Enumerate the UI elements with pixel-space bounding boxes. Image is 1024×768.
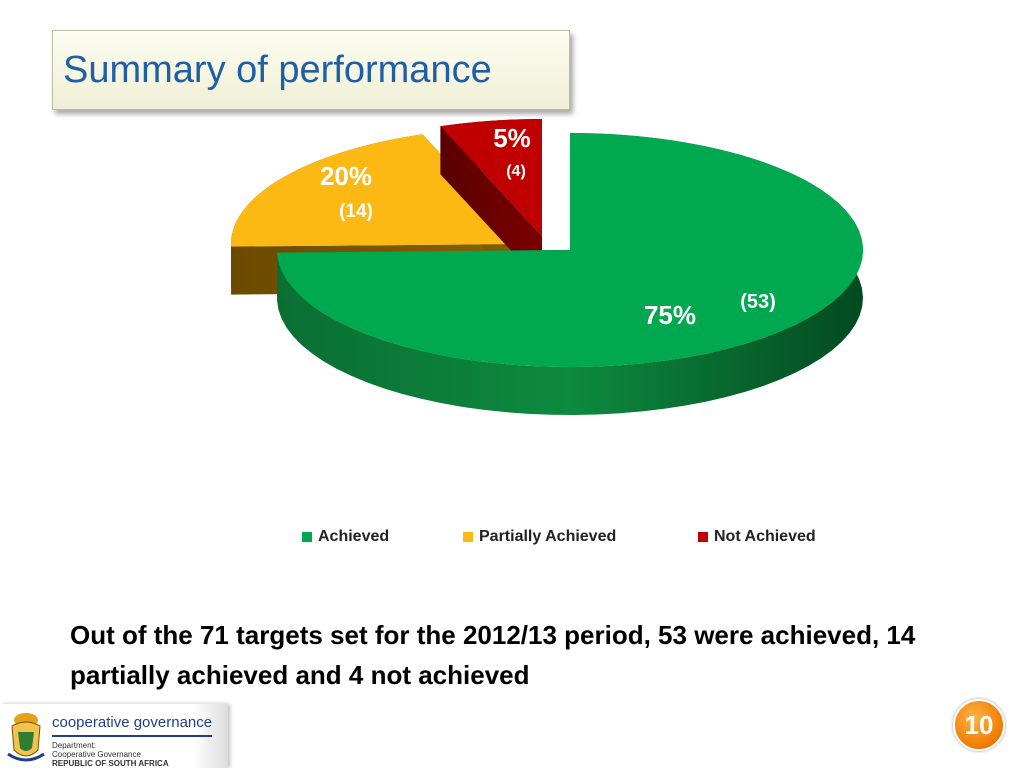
logo-line-2: Cooperative Governance	[52, 750, 141, 759]
pie-slice-achieved	[277, 133, 863, 415]
pie-slice-wall	[440, 126, 542, 284]
slice-percent-label: 5%	[493, 123, 531, 153]
pie-slice-not-achieved	[440, 119, 542, 284]
coat-of-arms-icon	[7, 713, 45, 762]
legend-item: Not Achieved	[698, 528, 816, 546]
title-box: Summary of performance	[52, 30, 570, 110]
slice-count-label: (53)	[740, 291, 776, 313]
pie-chart: 75% (53) 20% (14) 5% (4)	[230, 119, 863, 415]
logo-name: cooperative governance	[52, 714, 213, 731]
legend-item: Achieved	[302, 528, 389, 546]
logo-line-3: REPUBLIC OF SOUTH AFRICA	[52, 759, 169, 768]
summary-text: Out of the 71 targets set for the 2012/1…	[70, 620, 916, 690]
slide-title: Summary of performance	[63, 49, 492, 91]
pie-slice-top	[230, 134, 524, 247]
legend-label: Partially Achieved	[479, 528, 617, 545]
legend-swatch	[302, 532, 312, 542]
slice-percent-label: 20%	[320, 161, 372, 191]
slice-count-label: (14)	[339, 201, 373, 222]
department-logo: cooperative governance Department: Coope…	[0, 704, 228, 768]
chart-legend: Achieved Partially Achieved Not Achieved	[0, 528, 1024, 548]
legend-label: Achieved	[318, 528, 390, 545]
page-number-badge: 10	[953, 699, 1005, 751]
slice-count-label: (4)	[506, 163, 526, 180]
legend-label: Not Achieved	[714, 528, 816, 545]
pie-slice-top	[277, 133, 863, 368]
legend-item: Partially Achieved	[463, 528, 616, 546]
slice-percent-label: 75%	[644, 300, 696, 330]
logo-line-1: Department:	[52, 741, 97, 750]
legend-swatch	[698, 532, 708, 542]
legend-swatch	[463, 532, 473, 542]
logo-divider	[52, 735, 212, 737]
pie-slice-top	[440, 119, 542, 236]
